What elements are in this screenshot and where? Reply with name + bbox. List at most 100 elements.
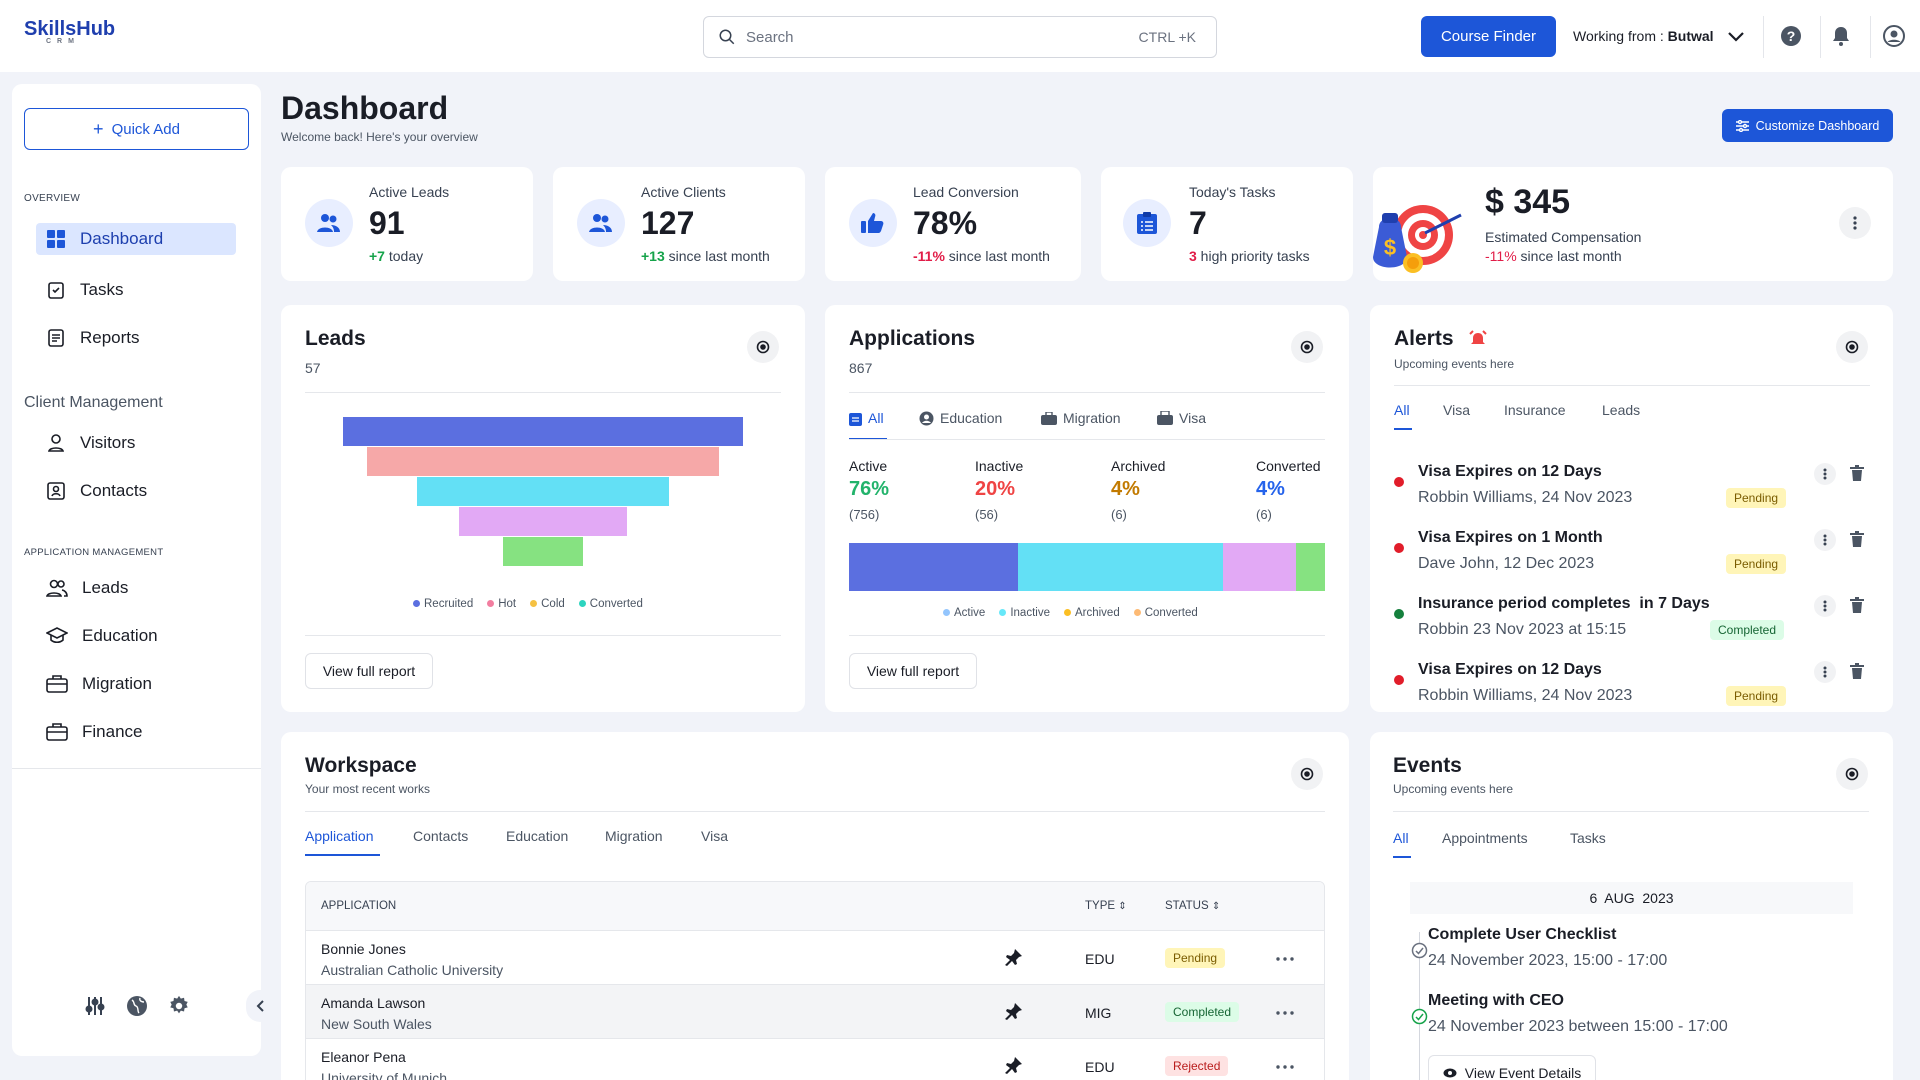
tab-all[interactable]: All [849,410,884,426]
users-icon [46,579,68,597]
tab-visa[interactable]: Visa [1157,410,1206,426]
tab-all[interactable]: All [1393,830,1409,846]
course-finder-button[interactable]: Course Finder [1421,16,1556,57]
column-status[interactable]: STATUS ⇕ [1165,900,1221,912]
alert-item[interactable]: Visa Expires on 1 Month Dave John, 12 Dec… [1370,521,1893,581]
account-icon[interactable] [1882,24,1906,48]
status-badge: Rejected [1165,1056,1229,1076]
delete-button[interactable] [1850,663,1864,684]
column-type[interactable]: TYPE ⇕ [1085,900,1127,912]
bell-icon[interactable] [1829,24,1853,48]
delete-button[interactable] [1850,597,1864,618]
tab-leads[interactable]: Leads [1602,402,1641,418]
eye-icon [1443,1068,1457,1078]
sidebar-item-contacts[interactable]: Contacts [36,475,236,507]
logo[interactable]: SkillsHub CRM [24,18,116,45]
customize-dashboard-button[interactable]: Customize Dashboard [1722,109,1893,142]
legend-item: Active [943,607,985,619]
tab-migration[interactable]: Migration [1041,410,1121,426]
leads-settings-button[interactable] [747,331,779,363]
tab-tasks[interactable]: Tasks [1570,830,1606,846]
workspace-settings-button[interactable] [1291,758,1323,790]
alert-more-button[interactable] [1814,595,1836,617]
sidebar-item-visitors[interactable]: Visitors [36,427,236,459]
sidebar-item-dashboard[interactable]: Dashboard [36,223,236,255]
alert-more-button[interactable] [1814,463,1836,485]
row-name: Amanda Lawson [321,995,426,1011]
alert-more-button[interactable] [1814,661,1836,683]
alert-item[interactable]: Visa Expires on 12 Days Robbin Williams, … [1370,455,1893,515]
briefcase-icon [46,675,68,693]
stat-card-active-clients[interactable]: Active Clients 127 +13 since last month [553,167,805,281]
events-settings-button[interactable] [1836,758,1868,790]
tab-appointments[interactable]: Appointments [1442,830,1528,846]
working-from-select[interactable]: Working from : Butwal [1573,28,1745,44]
applications-view-report-button[interactable]: View full report [849,653,977,689]
more-options-button[interactable] [1839,207,1871,239]
collapse-sidebar-button[interactable] [246,990,274,1022]
alarm-icon [1468,330,1487,344]
row-more-button[interactable] [1276,945,1294,966]
funnel-segment [459,507,627,536]
alert-item[interactable]: Visa Expires on 12 Days Robbin Williams, … [1370,653,1893,712]
sidebar-item-reports[interactable]: Reports [36,322,236,354]
table-row[interactable]: Eleanor Pena University of Munich EDU Rejec… [306,1038,1324,1080]
alert-more-button[interactable] [1814,529,1836,551]
stat-card-todays-tasks[interactable]: Today's Tasks 7 3 high priority tasks [1101,167,1353,281]
row-more-button[interactable] [1276,999,1294,1020]
stat-card-active-leads[interactable]: Active Leads 91 +7 today [281,167,533,281]
quick-add-button[interactable]: + Quick Add [24,108,249,150]
tab-contacts[interactable]: Contacts [413,828,469,844]
sidebar-item-finance[interactable]: Finance [36,716,236,748]
alert-item[interactable]: Insurance period completes in 7 Days Robb… [1370,587,1893,647]
alert-subtitle: Robbin Williams, 24 Nov 2023 [1418,687,1633,704]
alert-title: Insurance period completes in 7 Days [1418,595,1710,612]
stat-value: 127 [641,205,695,241]
tab-visa[interactable]: Visa [1443,402,1470,418]
sidebar-item-leads[interactable]: Leads [36,572,236,604]
tab-migration[interactable]: Migration [605,828,663,844]
alerts-settings-button[interactable] [1836,331,1868,363]
applications-settings-button[interactable] [1291,331,1323,363]
tab-education[interactable]: Education [919,410,1002,426]
table-row[interactable]: Bonnie Jones Australian Catholic Universi… [306,930,1324,984]
help-icon[interactable]: ? [1779,24,1803,48]
delete-button[interactable] [1850,531,1864,552]
tab-all[interactable]: All [1394,402,1410,418]
sidebar-item-migration[interactable]: Migration [36,668,236,700]
view-event-details-button[interactable]: View Event Details [1428,1055,1596,1080]
target-icon [1300,340,1314,354]
row-subtitle: New South Wales [321,1016,432,1032]
search-input[interactable]: Search CTRL +K [703,16,1217,58]
more-vertical-icon [1823,468,1827,480]
chevron-down-icon [1728,32,1745,42]
pin-button[interactable] [1003,1056,1023,1080]
stat-card-lead-conversion[interactable]: Lead Conversion 78% -11% since last mont… [825,167,1081,281]
tab-education[interactable]: Education [506,828,569,844]
delete-button[interactable] [1850,465,1864,486]
alert-title: Visa Expires on 12 Days [1418,463,1602,480]
event-title[interactable]: Complete User Checklist [1428,926,1617,943]
compensation-value: $ 345 [1485,183,1571,221]
sidebar-item-education[interactable]: Education [36,620,236,652]
sliders-icon[interactable] [84,995,106,1017]
funnel-segment [343,417,743,446]
globe-icon[interactable] [126,995,148,1017]
event-title[interactable]: Meeting with CEO [1428,992,1564,1009]
tab-insurance[interactable]: Insurance [1504,402,1566,418]
trash-icon [1850,531,1864,547]
tab-visa[interactable]: Visa [701,828,728,844]
tab-application[interactable]: Application [305,828,374,844]
account-icon [919,411,934,425]
row-more-button[interactable] [1276,1053,1294,1074]
status-badge: Completed [1165,1002,1240,1022]
settings-icon[interactable] [168,995,190,1017]
stat-card-compensation[interactable]: $ $ 345 Estimated Compensation -11% sinc… [1373,167,1893,281]
table-row[interactable]: Amanda Lawson New South Wales MIG Completed [306,984,1324,1038]
funnel-segment [503,537,583,566]
divider [1394,385,1870,386]
pin-button[interactable] [1003,948,1023,973]
sidebar-item-tasks[interactable]: Tasks [36,274,236,306]
pin-button[interactable] [1003,1002,1023,1027]
leads-view-report-button[interactable]: View full report [305,653,433,689]
